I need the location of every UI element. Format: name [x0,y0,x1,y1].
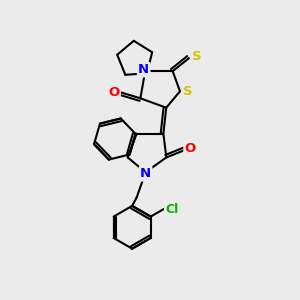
Text: N: N [138,63,149,76]
Text: S: S [191,50,201,63]
Text: O: O [184,142,196,155]
Text: S: S [183,85,192,98]
Text: Cl: Cl [165,202,178,216]
Text: O: O [108,86,119,99]
Text: N: N [140,167,151,180]
